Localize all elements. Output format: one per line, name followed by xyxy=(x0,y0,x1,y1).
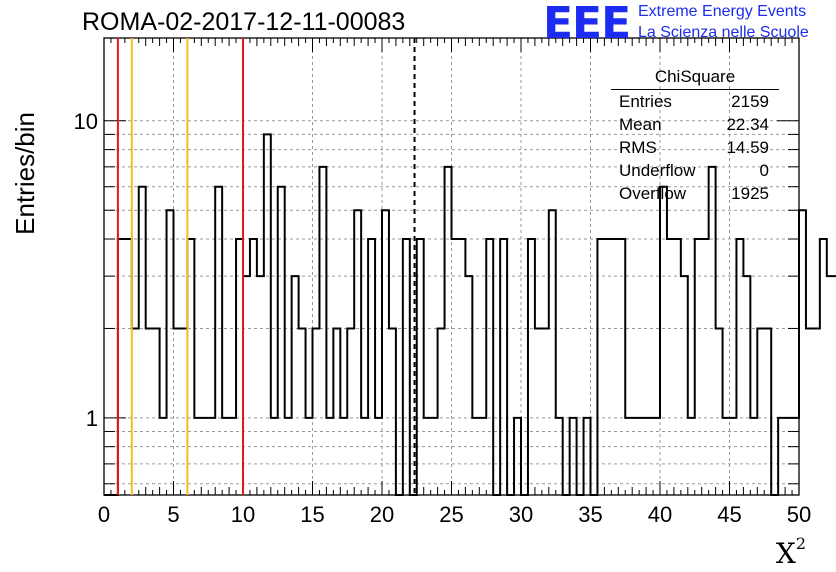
x-tick-label: 50 xyxy=(787,502,811,527)
x-tick-label: 25 xyxy=(439,502,463,527)
stat-row-underflow: Underflow 0 xyxy=(619,161,769,183)
stat-value: 22.34 xyxy=(726,115,769,134)
stats-divider xyxy=(611,89,779,90)
stat-label: Overflow xyxy=(619,184,687,203)
x-tick-label: 30 xyxy=(509,502,533,527)
stat-label: RMS xyxy=(619,138,657,157)
x-axis-label: X2 xyxy=(775,534,806,570)
chart-title: ROMA-02-2017-12-11-00083 xyxy=(82,8,406,36)
stat-row-overflow: Overflow 1925 xyxy=(619,184,769,206)
stat-label: Mean xyxy=(619,115,662,134)
y-tick-label: 10 xyxy=(74,109,98,134)
x-tick-label: 35 xyxy=(578,502,602,527)
x-tick-label: 15 xyxy=(300,502,324,527)
stat-label: Entries xyxy=(619,92,672,111)
x-tick-label: 5 xyxy=(167,502,179,527)
stat-label: Underflow xyxy=(619,161,696,180)
stat-value: 2159 xyxy=(731,92,769,111)
y-axis-label: Entries/bin xyxy=(10,112,40,235)
stat-row-entries: Entries 2159 xyxy=(619,92,769,114)
stat-value: 0 xyxy=(759,161,769,180)
x-tick-label: 10 xyxy=(231,502,255,527)
x-tick-label: 45 xyxy=(717,502,741,527)
stat-value: 1925 xyxy=(731,184,769,203)
x-tick-label: 20 xyxy=(370,502,394,527)
brand-tagline: La Scienza nelle Scuole xyxy=(638,24,809,41)
brand-name: Extreme Energy Events xyxy=(638,3,807,20)
stats-box: ChiSquare Entries 2159 Mean 22.34 RMS 14… xyxy=(611,67,779,207)
eee-logo: EEE xyxy=(543,0,631,49)
stat-row-mean: Mean 22.34 xyxy=(619,115,769,137)
stat-value: 14.59 xyxy=(726,138,769,157)
stat-row-rms: RMS 14.59 xyxy=(619,138,769,160)
y-tick-label: 1 xyxy=(86,406,98,431)
stats-title: ChiSquare xyxy=(654,67,736,86)
x-tick-label: 0 xyxy=(98,502,110,527)
histogram-series xyxy=(104,133,836,496)
x-tick-label: 40 xyxy=(648,502,672,527)
